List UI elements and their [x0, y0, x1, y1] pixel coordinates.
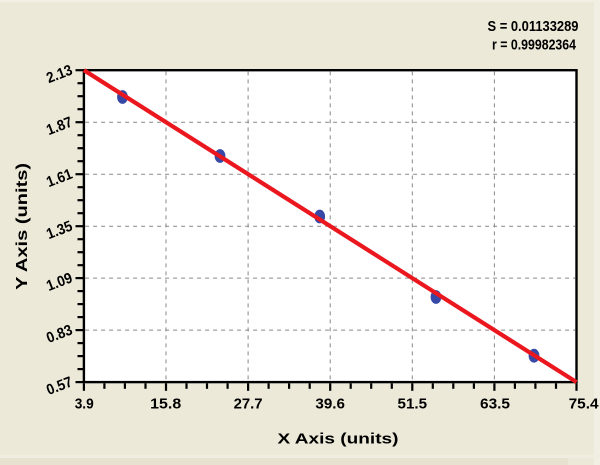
svg-text:63.5: 63.5: [480, 395, 510, 412]
svg-text:r = 0.99982364: r = 0.99982364: [492, 37, 577, 54]
svg-text:X Axis (units): X Axis (units): [278, 431, 399, 447]
svg-text:S = 0.01133289: S = 0.01133289: [488, 18, 579, 35]
svg-text:27.7: 27.7: [234, 395, 263, 412]
svg-text:51.5: 51.5: [398, 395, 428, 412]
svg-text:75.4: 75.4: [569, 395, 600, 412]
svg-text:15.8: 15.8: [150, 395, 181, 412]
svg-text:3.9: 3.9: [75, 395, 94, 412]
svg-text:39.6: 39.6: [315, 395, 345, 412]
svg-text:Y Axis (units): Y Axis (units): [14, 163, 31, 290]
